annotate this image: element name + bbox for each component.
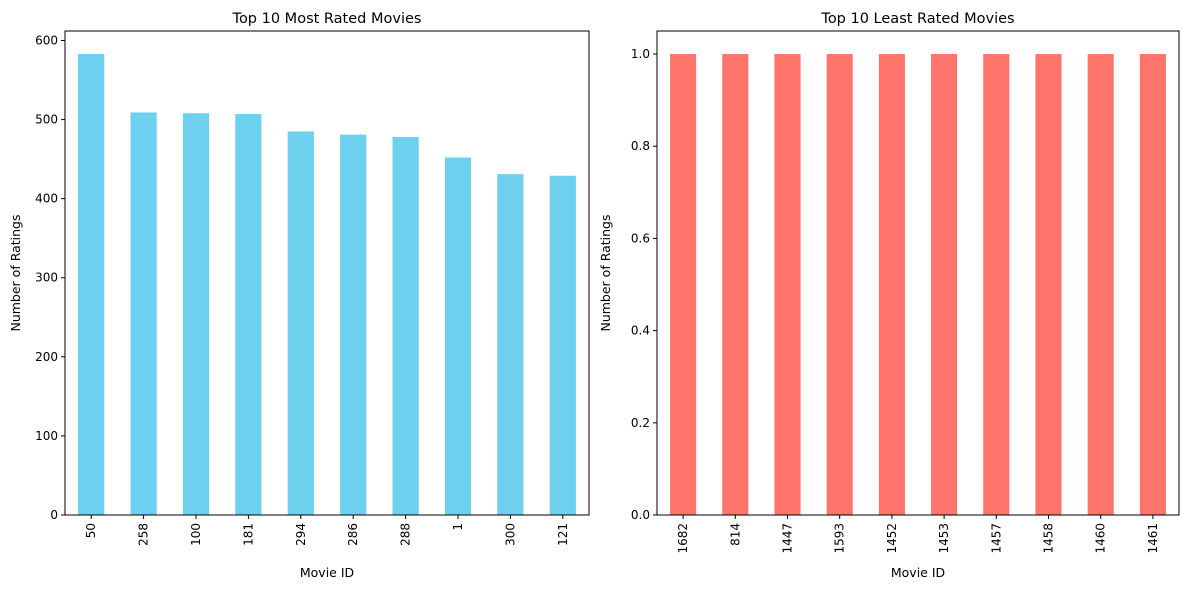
bar-1682: [670, 54, 697, 516]
x-tick-label: 1682: [676, 523, 690, 554]
y-tick-label: 200: [35, 350, 58, 364]
x-tick-label: 121: [556, 523, 570, 546]
y-axis-label: Number of Ratings: [598, 214, 613, 331]
bar-1458: [1035, 54, 1062, 516]
bar-286: [340, 134, 367, 515]
bar-1: [444, 157, 472, 515]
x-tick-label: 1458: [1042, 523, 1056, 554]
y-tick-label: 0.6: [631, 231, 650, 245]
x-tick-label: 258: [137, 523, 151, 546]
x-tick-label: 1457: [989, 523, 1003, 554]
x-tick-label: 1460: [1094, 523, 1108, 554]
bar-1461: [1139, 54, 1166, 516]
x-axis-label: Movie ID: [300, 565, 354, 580]
x-tick-label: 288: [399, 523, 413, 546]
chart-title: Top 10 Most Rated Movies: [232, 11, 422, 27]
y-tick-label: 0.0: [631, 508, 650, 522]
x-tick-label: 814: [728, 523, 742, 546]
bar-300: [497, 174, 524, 515]
bar-100: [182, 113, 210, 516]
x-tick-label: 294: [294, 523, 308, 546]
y-axis-label: Number of Ratings: [8, 214, 23, 331]
bar-258: [130, 112, 157, 515]
y-tick-label: 400: [35, 192, 58, 206]
bar-1593: [826, 54, 853, 516]
bar-181: [235, 114, 262, 515]
bar-50: [78, 53, 105, 516]
x-tick-label: 50: [84, 523, 98, 538]
x-tick-label: 1447: [781, 523, 795, 554]
bar-121: [549, 175, 576, 515]
x-tick-label: 1461: [1146, 523, 1160, 554]
chart-least-rated: Top 10 Least Rated Movies 0.0 0.2 0.4 0.6 0.8…: [598, 11, 1180, 580]
bar-1452: [878, 54, 905, 516]
bar-288: [392, 136, 419, 515]
y-tick-label: 0.2: [631, 416, 650, 430]
y-tick-label: 1.0: [631, 47, 650, 61]
y-tick-label: 0.4: [631, 324, 650, 338]
chart-most-rated: Top 10 Most Rated Movies 0 100 200 300 400 500…: [8, 11, 590, 580]
bar-1460: [1087, 54, 1114, 516]
x-tick-label: 100: [189, 523, 203, 546]
bar-1457: [983, 54, 1010, 516]
x-tick-label: 1453: [937, 523, 951, 554]
bar-294: [287, 131, 314, 515]
x-tick-label: 181: [241, 523, 255, 546]
chart-title: Top 10 Least Rated Movies: [820, 11, 1014, 27]
x-tick-label: 1593: [833, 523, 847, 554]
x-tick-label: 1: [451, 523, 465, 531]
bar-814: [722, 54, 749, 516]
bar-1447: [774, 54, 801, 516]
y-tick-label: 500: [35, 113, 58, 127]
x-tick-label: 286: [346, 523, 360, 546]
x-axis-label: Movie ID: [891, 565, 945, 580]
y-tick-label: 300: [35, 271, 58, 285]
bar-1453: [931, 54, 958, 516]
y-tick-label: 0: [50, 508, 58, 522]
plot-frame: [656, 30, 1180, 516]
y-tick-label: 0.8: [631, 139, 650, 153]
y-tick-label: 100: [35, 429, 58, 443]
y-tick-label: 600: [35, 33, 58, 47]
x-tick-label: 1452: [885, 523, 899, 554]
plot-frame: [64, 30, 590, 516]
x-tick-label: 300: [503, 523, 517, 546]
